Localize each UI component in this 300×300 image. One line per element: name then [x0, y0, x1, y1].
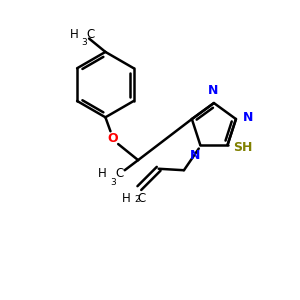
Text: N: N: [242, 111, 253, 124]
Text: 2: 2: [134, 195, 140, 204]
Text: 3: 3: [110, 178, 116, 187]
Text: SH: SH: [233, 142, 252, 154]
Text: H: H: [122, 192, 131, 205]
Text: 3: 3: [82, 38, 87, 47]
Text: N: N: [208, 83, 218, 97]
Text: C: C: [87, 28, 95, 40]
Text: H: H: [98, 167, 107, 180]
Text: H: H: [70, 28, 79, 40]
Text: C: C: [138, 192, 146, 205]
Text: N: N: [190, 148, 200, 161]
Text: C: C: [115, 167, 123, 180]
Text: O: O: [107, 132, 118, 145]
